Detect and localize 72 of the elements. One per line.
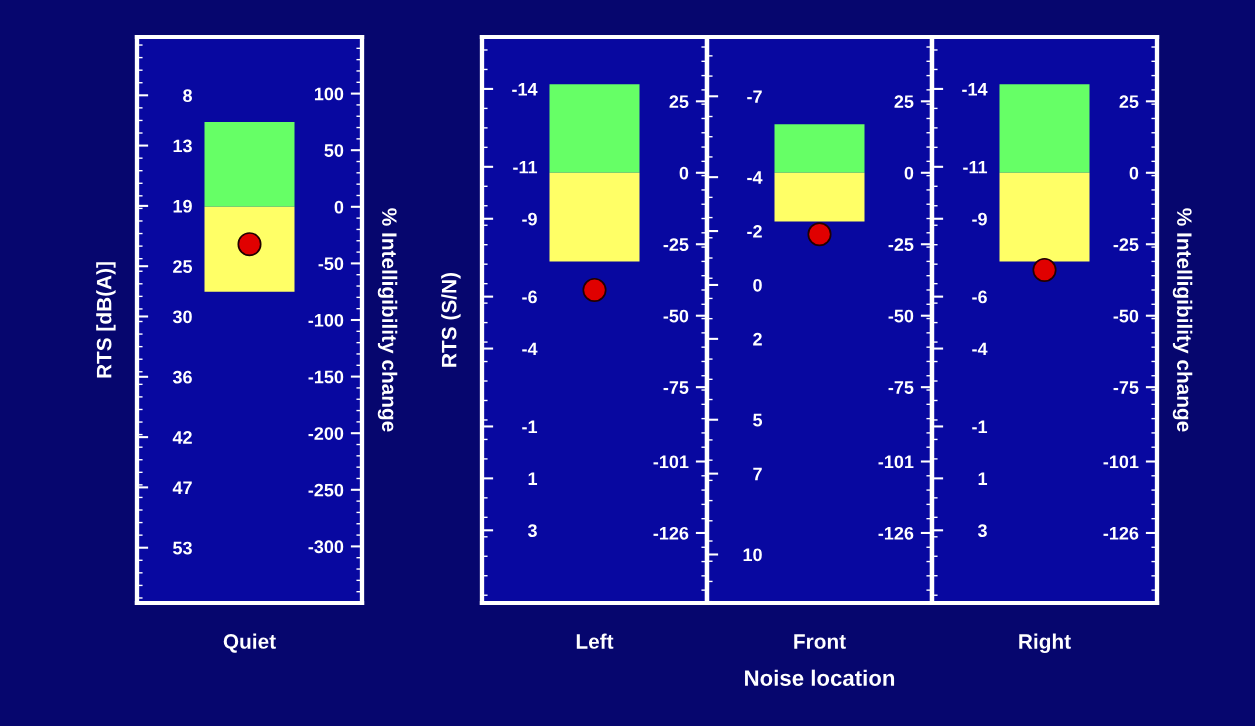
y-tick-label: 13 (173, 139, 192, 153)
y2-tick-label: -25 (663, 238, 689, 251)
y2-tick-label: 0 (334, 200, 344, 214)
y-tick-label: 30 (172, 310, 192, 324)
y-tick-label: -14 (962, 83, 988, 96)
x-tick-label: Left (576, 633, 614, 649)
y2-tick-label: 100 (314, 87, 344, 101)
x-axis-title: Noise location (745, 669, 895, 686)
y-tick-label: 42 (172, 431, 192, 444)
y2-tick-label: -126 (1103, 526, 1139, 540)
y-tick-label: 1 (528, 472, 538, 485)
x-tick-label: Quiet (223, 633, 276, 653)
y2-tick-label: -126 (653, 526, 689, 540)
y2-tick-label: 25 (894, 95, 914, 109)
y2-tick-label: -101 (1103, 455, 1139, 469)
y-tick-label: 8 (183, 89, 192, 103)
y-tick-label: 25 (173, 260, 193, 273)
y2-tick-label: 25 (1119, 95, 1139, 109)
x-tick-label: Right (1019, 633, 1071, 654)
y2-tick-label: -50 (888, 309, 914, 323)
y2-tick-label: -50 (663, 309, 689, 323)
y-tick-label: 47 (172, 481, 192, 494)
y2-tick-label: 0 (679, 166, 689, 180)
y-tick-label: -4 (747, 171, 763, 184)
y2-tick-label: -100 (308, 313, 344, 327)
y2-tick-label: -50 (1113, 309, 1139, 323)
y-tick-label: 7 (753, 467, 762, 481)
y-tick-label: 3 (977, 524, 987, 538)
y-tick-label: -14 (512, 83, 538, 96)
x-tick-label: Front (794, 634, 846, 649)
y-tick-label: 10 (743, 548, 762, 562)
y-axis-title: RTS [dB(A)] (96, 262, 116, 378)
y-tick-label: 3 (527, 524, 537, 538)
y-tick-label: -7 (747, 90, 762, 103)
y2-tick-label: -250 (308, 483, 344, 497)
y-tick-label: 36 (172, 370, 192, 384)
y-tick-label: -6 (522, 290, 537, 304)
y2-tick-label: -101 (878, 455, 914, 469)
y-tick-label: -9 (972, 212, 987, 226)
y-tick-label: -1 (522, 420, 538, 433)
y-tick-label: -11 (513, 160, 538, 174)
y-tick-label: 2 (753, 332, 762, 346)
y-tick-label: 1 (978, 472, 988, 485)
y2-tick-label: -150 (308, 370, 344, 384)
y2-tick-label: 50 (324, 144, 344, 157)
y-tick-label: -1 (972, 420, 988, 433)
y-axis-title: RTS (S/N) (441, 273, 461, 367)
y-tick-label: 5 (753, 413, 763, 427)
y2-tick-label: -300 (308, 540, 344, 554)
y2-tick-label: -75 (663, 381, 689, 394)
y-tick-label: -2 (747, 224, 762, 238)
y-tick-label: -6 (972, 290, 987, 304)
y2-tick-label: -200 (308, 427, 344, 440)
y2-axis-title: % Intelligibility change (377, 208, 398, 432)
y2-axis-title: % Intelligibility change (1172, 208, 1193, 432)
y2-tick-label: -25 (888, 238, 914, 251)
y2-tick-label: -75 (888, 381, 914, 394)
y-tick-label: -9 (522, 212, 537, 226)
y-tick-label: -4 (522, 342, 538, 356)
y2-tick-label: 0 (904, 166, 914, 180)
y-tick-label: 53 (173, 541, 192, 555)
y2-tick-label: -101 (653, 455, 689, 469)
y-tick-label: 0 (753, 278, 762, 292)
y2-tick-label: -50 (318, 257, 344, 271)
y2-tick-label: -75 (1113, 381, 1139, 394)
y2-tick-label: 0 (1129, 166, 1139, 180)
y-tick-label: -11 (963, 160, 988, 174)
y2-tick-label: 25 (669, 95, 689, 109)
y-tick-label: -4 (972, 342, 988, 356)
y2-tick-label: -126 (878, 526, 914, 540)
y2-tick-label: -25 (1113, 238, 1139, 251)
y-tick-label: 19 (173, 199, 192, 213)
